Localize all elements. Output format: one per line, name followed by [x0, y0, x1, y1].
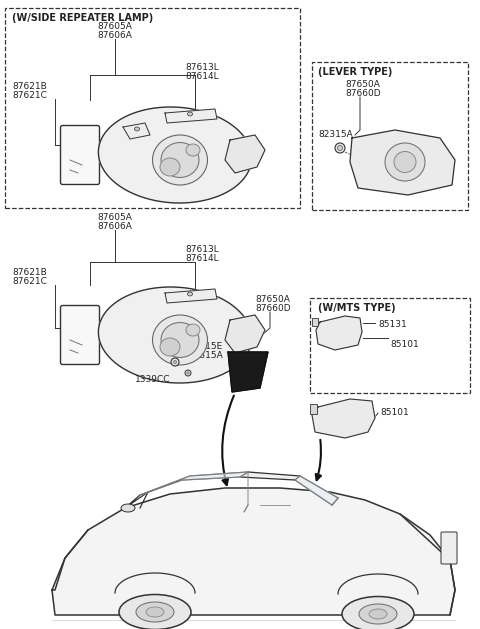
Text: 87621B: 87621B	[12, 82, 47, 91]
Bar	[312, 318, 318, 326]
Text: 87660D: 87660D	[345, 89, 381, 98]
Polygon shape	[140, 472, 248, 495]
Polygon shape	[316, 316, 362, 350]
Ellipse shape	[146, 607, 164, 617]
Polygon shape	[98, 107, 252, 203]
Polygon shape	[165, 109, 217, 123]
Bar	[312, 62, 468, 210]
Ellipse shape	[119, 594, 191, 629]
Ellipse shape	[161, 323, 199, 357]
Ellipse shape	[188, 292, 192, 296]
Ellipse shape	[394, 152, 416, 172]
FancyBboxPatch shape	[60, 126, 99, 184]
Ellipse shape	[185, 370, 191, 376]
Text: 82315E: 82315E	[188, 342, 222, 351]
Ellipse shape	[171, 358, 179, 366]
Text: 87621B: 87621B	[12, 268, 47, 277]
Bar	[310, 404, 317, 414]
Bar	[310, 298, 470, 393]
Text: 87605A: 87605A	[97, 22, 132, 31]
Ellipse shape	[186, 144, 200, 156]
Polygon shape	[228, 352, 268, 392]
Ellipse shape	[369, 609, 387, 619]
Ellipse shape	[160, 158, 180, 176]
Ellipse shape	[153, 315, 207, 365]
FancyBboxPatch shape	[60, 306, 99, 364]
Polygon shape	[98, 287, 252, 383]
Polygon shape	[165, 289, 217, 303]
Text: 87614L: 87614L	[185, 254, 218, 263]
Text: 85101: 85101	[390, 340, 419, 349]
FancyBboxPatch shape	[441, 532, 457, 564]
Ellipse shape	[173, 360, 177, 364]
Text: 87650A: 87650A	[255, 295, 290, 304]
Text: 1339CC: 1339CC	[135, 375, 170, 384]
Polygon shape	[312, 399, 375, 438]
Text: 87660D: 87660D	[255, 304, 290, 313]
Text: 82315A: 82315A	[318, 130, 353, 139]
Ellipse shape	[385, 143, 425, 181]
Text: (W/SIDE REPEATER LAMP): (W/SIDE REPEATER LAMP)	[12, 13, 153, 23]
Text: 85101: 85101	[380, 408, 409, 417]
Polygon shape	[350, 130, 455, 195]
Ellipse shape	[153, 135, 207, 185]
Text: 87613L: 87613L	[185, 245, 219, 254]
Bar	[5, 8, 300, 208]
Text: (LEVER TYPE): (LEVER TYPE)	[318, 67, 392, 77]
Ellipse shape	[186, 324, 200, 336]
Text: 87606A: 87606A	[97, 222, 132, 231]
Ellipse shape	[335, 143, 345, 153]
Text: 85131: 85131	[378, 320, 407, 329]
Text: 87613L: 87613L	[185, 63, 219, 72]
Ellipse shape	[134, 127, 140, 131]
Text: 87621C: 87621C	[12, 277, 47, 286]
Ellipse shape	[136, 602, 174, 622]
Text: 87650A: 87650A	[345, 80, 380, 89]
Ellipse shape	[188, 112, 192, 116]
Polygon shape	[52, 488, 455, 615]
Ellipse shape	[359, 604, 397, 624]
Polygon shape	[295, 476, 338, 505]
Text: (W/MTS TYPE): (W/MTS TYPE)	[318, 303, 396, 313]
Polygon shape	[225, 315, 265, 353]
Polygon shape	[125, 472, 338, 508]
Text: 82315A: 82315A	[188, 351, 223, 360]
Text: 87606A: 87606A	[97, 31, 132, 40]
Polygon shape	[225, 135, 265, 173]
Ellipse shape	[121, 504, 135, 512]
Text: 87605A: 87605A	[97, 213, 132, 222]
Ellipse shape	[187, 372, 189, 374]
Ellipse shape	[160, 338, 180, 356]
Ellipse shape	[342, 596, 414, 629]
Text: 87621C: 87621C	[12, 91, 47, 100]
Polygon shape	[123, 123, 150, 139]
Text: 87614L: 87614L	[185, 72, 218, 81]
Ellipse shape	[337, 145, 343, 150]
Ellipse shape	[161, 143, 199, 177]
